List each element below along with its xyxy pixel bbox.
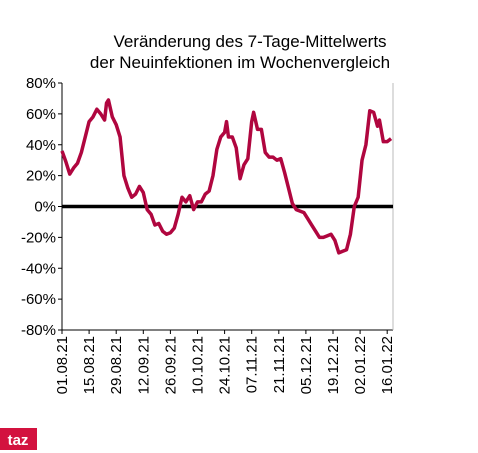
x-tick-label: 24.10.21 (217, 336, 234, 394)
x-tick-label: 05.12.21 (298, 336, 315, 394)
x-tick-label: 10.10.21 (189, 336, 206, 394)
y-tick-label: 80% (26, 75, 56, 92)
y-tick-label: -20% (21, 229, 56, 246)
x-tick-label: 26.09.21 (162, 336, 179, 394)
logo: taz (8, 432, 29, 449)
x-tick-label: 16.01.22 (379, 336, 396, 394)
line (60, 98, 393, 255)
x-tick-label: 19.12.21 (325, 336, 342, 394)
y-tick-label: 0% (34, 199, 56, 216)
x-tick-label: 21.11.21 (271, 336, 288, 393)
y-tick-label: 20% (26, 168, 56, 185)
y-tick-label: 60% (26, 106, 56, 123)
x-tick-label: 07.11.21 (244, 336, 261, 393)
chart-title: der Neuinfektionen im Wochenvergleich (90, 53, 390, 72)
x-tick-label: 12.09.21 (135, 336, 152, 394)
y-tick-label: -80% (21, 322, 56, 339)
y-tick-label: -60% (21, 291, 56, 308)
x-tick-label: 29.08.21 (108, 336, 125, 394)
y-tick-label: -40% (21, 260, 56, 277)
y-tick-label: 40% (26, 137, 56, 154)
x-tick-label: 01.08.21 (54, 336, 71, 394)
chart-title: Veränderung des 7-Tage-Mittelwerts (113, 32, 386, 51)
x-tick-label: 02.01.22 (352, 336, 369, 394)
x-tick-label: 15.08.21 (81, 336, 98, 394)
logo-box (0, 428, 37, 450)
